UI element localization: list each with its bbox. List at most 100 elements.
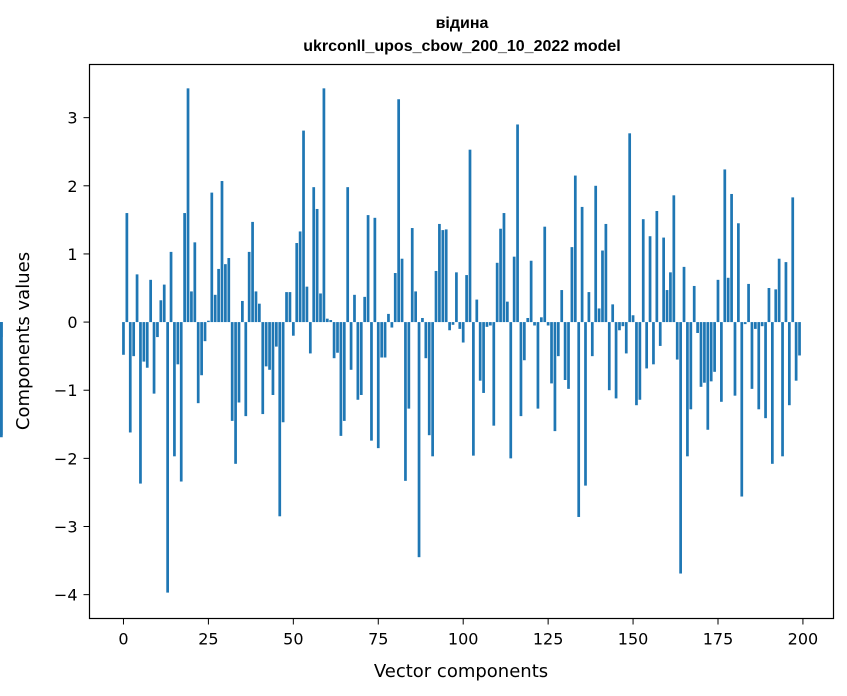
bar-66 [346, 187, 350, 323]
bar-76 [380, 322, 384, 358]
bar-27 [213, 294, 217, 323]
bar-140 [597, 308, 601, 323]
bar-75 [376, 322, 380, 449]
bar-184 [747, 283, 750, 323]
bar-36 [244, 322, 248, 417]
bar-181 [737, 223, 740, 323]
bar-144 [611, 304, 615, 323]
bar-141 [601, 250, 604, 323]
bar-95 [444, 229, 448, 323]
x-tick-label-25: 25 [198, 630, 218, 649]
bar-80 [393, 273, 397, 323]
x-tick-label-75: 75 [368, 630, 388, 649]
bar-58 [319, 293, 322, 323]
bar-134 [577, 322, 581, 517]
bar-41 [261, 322, 265, 415]
bar-119 [526, 317, 530, 323]
bar-16 [176, 322, 180, 365]
x-tick-label-200: 200 [788, 630, 819, 649]
bar-90 [427, 322, 431, 436]
bar-60 [325, 318, 329, 323]
bar-125 [546, 322, 550, 326]
bar-176 [720, 322, 723, 402]
bar-111 [499, 228, 502, 323]
bar-157 [655, 211, 659, 323]
x-tick-label-125: 125 [533, 630, 564, 649]
bar-98 [455, 272, 458, 323]
bar-192 [774, 289, 778, 323]
bar-40 [258, 303, 261, 323]
bar-168 [692, 285, 696, 323]
bar-64 [339, 322, 343, 436]
bar-142 [604, 223, 608, 323]
bar-88 [421, 317, 424, 323]
x-tick-label-150: 150 [618, 630, 649, 649]
bar-11 [159, 300, 163, 323]
bar-143 [607, 322, 611, 391]
bar-120 [529, 260, 533, 323]
y-tick-label-3: 3 [67, 109, 77, 128]
bar-72 [366, 215, 370, 323]
bar-189 [764, 322, 767, 419]
bar-23 [200, 322, 203, 376]
bar-21 [193, 242, 197, 323]
bar-26 [210, 192, 214, 323]
bar-102 [468, 149, 472, 323]
x-axis-label: Vector components [374, 661, 548, 682]
bar-146 [618, 322, 621, 331]
bar-156 [652, 322, 655, 365]
bar-83 [404, 322, 407, 481]
y-tick-label--3: −3 [54, 518, 78, 537]
x-tick-label-175: 175 [703, 630, 734, 649]
bar-130 [563, 322, 567, 380]
bar-114 [509, 322, 513, 459]
bar-81 [397, 99, 401, 323]
bar-129 [560, 290, 564, 323]
bar-108 [489, 322, 492, 326]
bar-20 [190, 291, 193, 323]
bar-155 [648, 236, 652, 323]
bar-100 [461, 322, 465, 343]
bar-159 [662, 237, 665, 323]
bar-73 [370, 322, 373, 441]
bar-93 [438, 223, 441, 323]
bar-188 [760, 322, 764, 327]
bar-179 [730, 193, 733, 323]
bar-199 [798, 322, 801, 356]
bar-2 [128, 322, 132, 433]
chart-title-line2: ukrconll_upos_cbow_200_10_2022 model [303, 38, 620, 55]
bar-74 [373, 217, 377, 323]
bar-173 [709, 322, 713, 382]
bar-3 [132, 322, 136, 357]
x-tick-label-50: 50 [283, 630, 303, 649]
bar-45 [274, 322, 278, 347]
bar-70 [359, 322, 363, 395]
bar-116 [516, 124, 519, 323]
bar-33 [234, 322, 237, 464]
bar-61 [329, 320, 333, 323]
bar-series [0, 88, 801, 593]
bar-49 [288, 292, 292, 323]
bar-38 [251, 221, 254, 323]
bar-6 [142, 322, 146, 362]
bar-115 [512, 256, 516, 323]
bar-131 [567, 322, 570, 389]
bar-85 [410, 228, 414, 323]
bar-182 [740, 322, 744, 497]
bar-162 [672, 195, 676, 323]
bar-169 [696, 322, 699, 333]
bar-46 [278, 322, 282, 517]
x-axis: 0 25 50 75 100 125 150 175 200 [118, 618, 819, 649]
bar-180 [733, 322, 737, 396]
bar-139 [594, 185, 598, 323]
bar-198 [794, 322, 798, 381]
x-tick-label-100: 100 [448, 630, 479, 649]
y-tick-label--2: −2 [54, 449, 78, 468]
bar-183 [743, 322, 747, 325]
bar-106 [482, 322, 485, 393]
bar-13 [166, 322, 169, 593]
bar-44 [271, 322, 275, 395]
bar-185 [750, 322, 754, 389]
bar-84 [407, 322, 411, 409]
